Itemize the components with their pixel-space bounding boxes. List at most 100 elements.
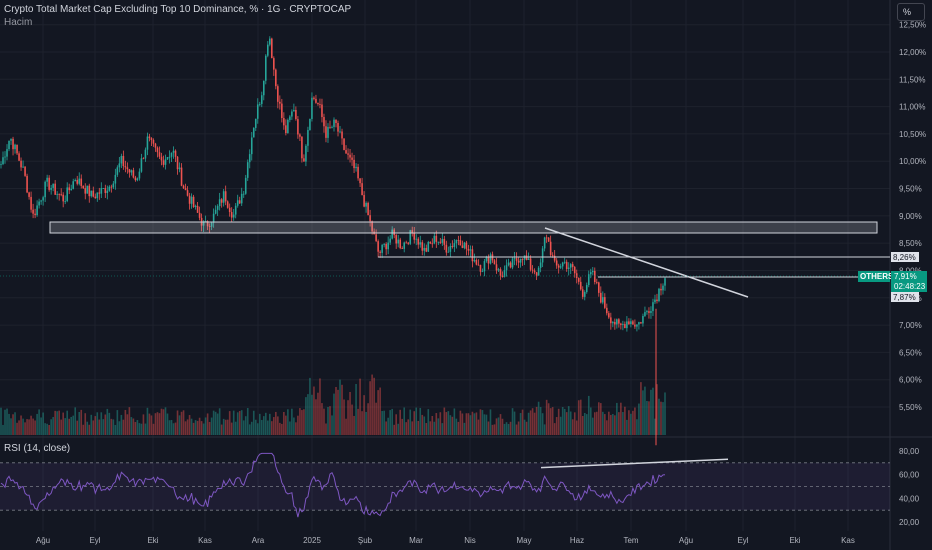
candle-body [208,226,211,228]
candle-body [585,285,588,293]
percent-scale-button[interactable]: % [897,3,925,21]
candle-body [579,281,582,290]
candle-body [289,116,291,120]
candle-body [162,160,165,165]
candle-body [551,254,554,256]
candle-body [124,166,127,168]
candle-body [293,109,295,112]
rsi-trend-line [540,458,729,469]
candle-body [379,251,381,253]
volume-bar [198,417,201,435]
volume-bar [638,403,640,435]
volume-bar [403,407,406,435]
volume-bar [212,410,215,435]
last-price-bg [891,271,927,292]
volume-bar [309,377,311,435]
volume-bar [349,391,351,435]
candle-body [86,185,89,194]
volume-bar [124,409,127,435]
candle-body [411,230,414,234]
volume-bar [38,409,40,435]
candle-body [234,205,237,215]
volume-bar [573,412,576,435]
candle-body [311,97,313,119]
volume-bar [569,411,572,435]
volume-bar [589,407,592,435]
volume-bar [214,411,217,435]
candle-body [375,234,377,242]
candle-body [281,103,283,119]
volume-bar [437,418,440,435]
candle-body [606,307,608,314]
candle-body [351,157,353,160]
candle-body [126,167,129,170]
candle-body [190,196,193,204]
candle-body [38,201,40,206]
volume-bar [264,412,267,435]
volume-bar [431,416,434,435]
volume-bar [4,409,6,435]
candle-body [614,321,616,325]
candle-body [252,127,255,138]
volume-bar [618,412,620,435]
volume-bar [355,383,357,435]
volume-bar [128,407,131,435]
volume-bar [254,419,257,435]
level-label-bg [891,252,919,262]
candle-body [74,180,77,182]
candle-body [321,104,323,118]
volume-bar [393,424,395,435]
volume-bar [301,410,303,435]
candle-body [80,178,83,186]
candle-body [305,145,307,162]
candle-body [10,138,12,141]
candle-body [425,247,428,252]
symbol-tag: OTHERS.D [860,272,902,281]
candle-body [598,282,600,293]
volume-bar [148,413,151,435]
volume-bar [367,403,369,435]
candle-body [497,269,500,271]
volume-bar [154,413,157,435]
volume-bar [507,423,510,435]
candle-body [88,185,91,197]
countdown-label: 02:48:23 [894,282,926,291]
volume-bar [262,416,265,435]
volume-bar [345,418,347,435]
volume-bar [232,410,235,435]
candle-body [377,241,379,252]
volume-bar [333,393,335,435]
volume-bar [529,410,532,435]
candle-body [489,254,492,264]
candle-body [479,265,482,272]
volume-bar [487,421,490,435]
candle-body [72,181,75,189]
volume-bar [313,386,315,435]
time-axis-tick: 2025 [303,536,321,545]
candle-body [399,239,402,249]
volume-bar [222,418,225,435]
volume-bar [595,411,598,435]
candle-body [481,271,484,273]
volume-bar [385,421,387,435]
candle-body [100,188,103,194]
volume-bar [557,408,560,435]
volume-bar [551,407,554,435]
volume-bar [439,412,442,435]
volume-bar [297,415,299,435]
volume-bar [60,419,62,435]
candle-body [650,311,652,313]
volume-bar [587,395,590,435]
volume-bar [640,382,642,435]
drawings[interactable] [0,221,890,298]
candle-body [102,188,105,189]
candle-body [222,191,225,203]
volume-bar [473,413,476,435]
candle-body [439,241,442,243]
candle-body [42,197,44,201]
volume-bar [483,414,486,435]
volume-bar [260,419,263,435]
volume-bar [238,410,241,435]
volume-bar [281,423,283,435]
